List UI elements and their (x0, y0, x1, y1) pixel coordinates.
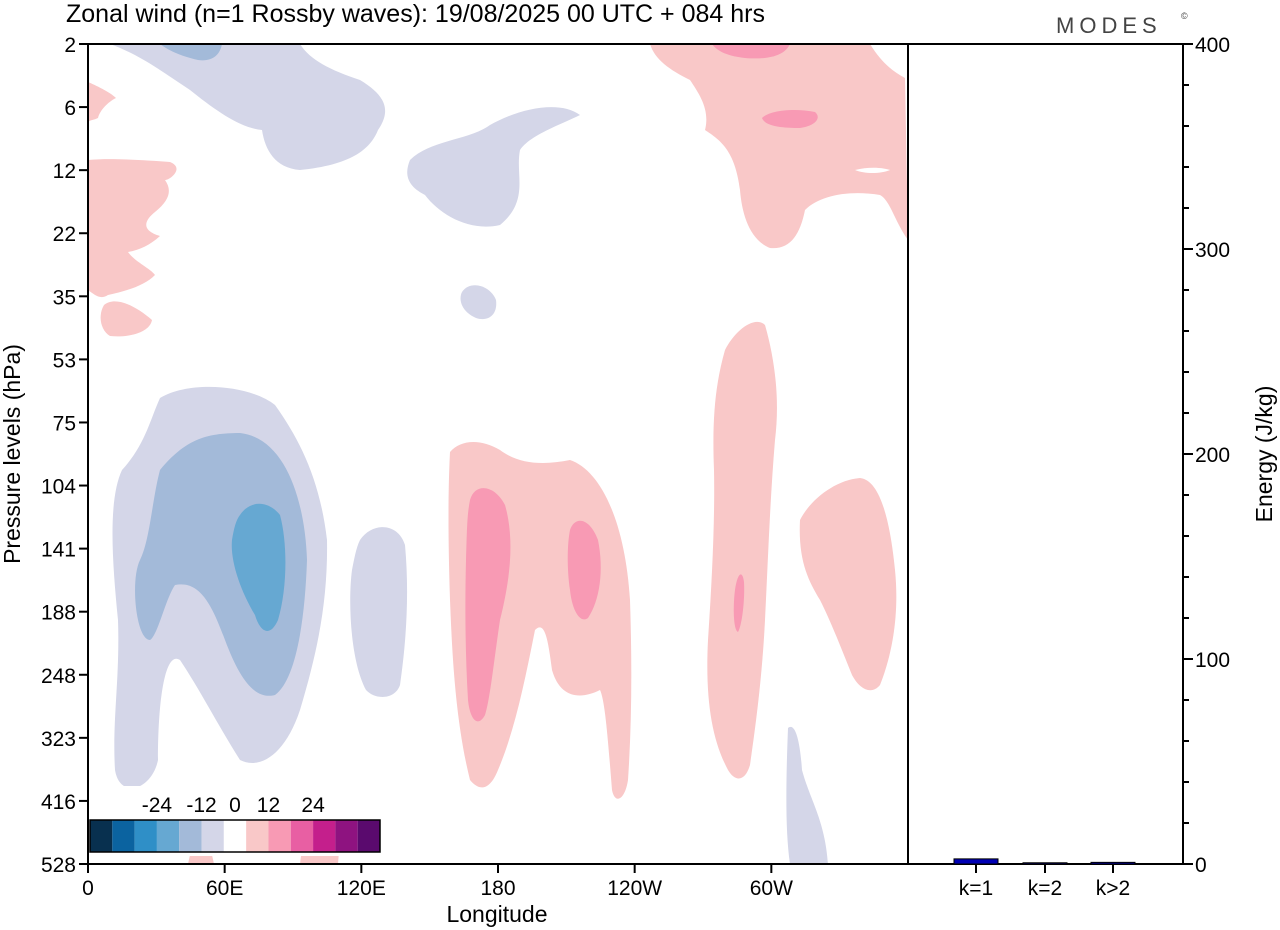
brand-logo: MODES (1056, 13, 1162, 38)
colorbar-swatch (246, 820, 269, 852)
energy-category-label: k>2 (1096, 877, 1130, 900)
y-tick-label: 188 (41, 602, 76, 625)
colorbar-swatch (90, 820, 113, 852)
neg-region-120e (350, 527, 408, 697)
neg-region-60w-low (786, 726, 828, 864)
x-axis-label: Longitude (446, 901, 547, 927)
colorbar-swatch (112, 820, 135, 852)
y-tick-label: 323 (41, 728, 76, 751)
colorbar-swatch (290, 820, 314, 852)
colorbar-swatch (357, 820, 380, 852)
energy-tick-label: 400 (1195, 34, 1230, 57)
colorbar-label: 0 (229, 794, 241, 817)
pos-region-upper-60w (650, 44, 908, 249)
energy-bar-k=1 (953, 858, 999, 865)
colorbar-frame (89, 819, 381, 853)
pos-core-150w (567, 520, 601, 620)
colorbar-swatch (313, 820, 336, 852)
energy-tick-label: 0 (1195, 854, 1207, 877)
energy-category-label: k=2 (1028, 877, 1062, 900)
energy-category-label: k=1 (959, 877, 993, 900)
colorbar-label: 12 (257, 794, 280, 817)
y-tick-label: 75 (53, 412, 76, 435)
y-axis-label: Pressure levels (hPa) (0, 344, 25, 564)
y-tick-label: 141 (41, 539, 76, 562)
positive-core-contours (465, 44, 890, 722)
negative-core-contours (135, 433, 307, 696)
x-tick-label: 120E (337, 877, 386, 900)
colorbar-swatch (134, 820, 157, 852)
pos-region-east (799, 478, 897, 691)
y-tick-label: 35 (53, 286, 76, 309)
neg-region-upper-east (407, 107, 580, 227)
y-tick-label: 12 (53, 160, 76, 183)
colorbar-swatch (268, 820, 291, 852)
contour-panel (88, 44, 908, 864)
y-tick-label: 416 (41, 791, 76, 814)
energy-bars: k=1 k=2 k>2 (953, 858, 1136, 900)
x-tick-label: 180 (480, 877, 515, 900)
x-tick-label: 0 (82, 877, 94, 900)
y-tick-label: 22 (53, 223, 76, 246)
y-axis: 2 6 12 22 35 53 75 104 141 188 248 323 416 528 (41, 34, 88, 877)
y-tick-label: 248 (41, 665, 76, 688)
colorbar-swatch (156, 820, 180, 852)
colorbar-label: -12 (186, 794, 216, 817)
y-tick-label: 104 (41, 476, 76, 499)
energy-plot-frame (907, 43, 1184, 865)
neg-core-medium (135, 433, 307, 696)
pos-core-upper (762, 110, 818, 128)
energy-bar-k>2 (1090, 861, 1136, 865)
pos-core-70w (733, 574, 745, 632)
x-tick-label: 60E (206, 877, 243, 900)
colorbar-swatch (179, 820, 202, 852)
colorbar: -24 -12 0 12 24 (86, 786, 384, 856)
pos-region-60w-mid (707, 321, 777, 779)
neg-region-top-dark (160, 44, 222, 61)
pos-region-top-edge (88, 82, 116, 122)
colorbar-swatch (335, 820, 358, 852)
y-tick-label: 528 (41, 854, 76, 877)
x-tick-label: 120W (607, 877, 662, 900)
colorbar-label: -24 (142, 794, 173, 817)
energy-tick-label: 200 (1195, 444, 1230, 467)
x-axis: 0 60E 120E 180 120W 60W (82, 864, 793, 900)
pos-region-upper-left (88, 159, 177, 298)
pos-region-35 (100, 301, 152, 337)
pos-core-top-edge (712, 44, 790, 59)
energy-bar-k=2 (1022, 862, 1068, 865)
energy-tick-label: 300 (1195, 239, 1230, 262)
neg-region-upper-west (110, 44, 386, 170)
colorbar-label: 24 (301, 794, 325, 817)
y-tick-label: 53 (53, 349, 76, 372)
energy-axis-label: Energy (J/kg) (1251, 386, 1277, 523)
neg-region-blob-35 (460, 285, 497, 320)
y-tick-label: 2 (64, 34, 76, 57)
colorbar-swatch (201, 820, 224, 852)
y-tick-label: 6 (64, 97, 76, 120)
brand-mark: © (1181, 11, 1188, 21)
pos-core-180 (465, 488, 511, 722)
white-gap-upper (855, 167, 890, 173)
colorbar-swatch (223, 820, 247, 852)
x-tick-label: 60W (750, 877, 793, 900)
energy-axis: 0 100 200 300 400 (1183, 34, 1230, 877)
neg-core-dark (231, 503, 286, 631)
chart-title: Zonal wind (n=1 Rossby waves): 19/08/202… (66, 0, 765, 28)
energy-tick-label: 100 (1195, 649, 1230, 672)
